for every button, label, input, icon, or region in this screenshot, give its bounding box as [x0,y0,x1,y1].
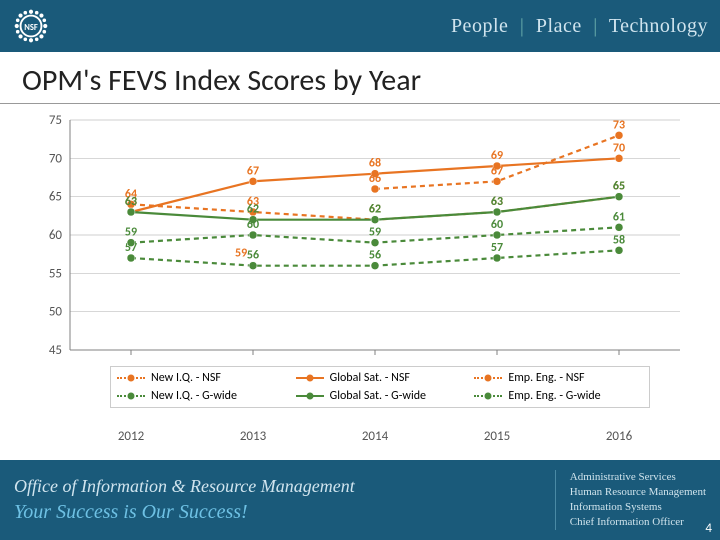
dept-is: Information Systems [570,500,706,515]
svg-text:55: 55 [49,266,62,281]
svg-text:70: 70 [613,141,625,155]
svg-text:73: 73 [613,118,625,132]
chart-legend: New I.Q. - NSF Global Sat. - NSF Emp. Eng.… [110,366,650,408]
svg-text:59: 59 [125,226,137,240]
dept-hrm: Human Resource Management [570,485,706,500]
tagline-technology: Technology [609,15,708,37]
dept-cio: Chief Information Officer [570,515,706,530]
svg-text:59: 59 [235,247,247,261]
svg-text:63: 63 [125,195,137,209]
nsf-logo-icon: NSF [12,7,50,45]
tagline-sep: | [520,15,525,37]
legend-item: Emp. Eng. - NSF [474,371,643,385]
svg-text:62: 62 [247,203,259,217]
svg-text:57: 57 [491,241,503,255]
svg-text:56: 56 [247,249,259,263]
svg-text:67: 67 [491,164,503,178]
bottom-banner: Office of Information & Resource Managem… [0,460,720,540]
legend-label: New I.Q. - NSF [151,371,221,385]
svg-text:68: 68 [369,157,381,171]
legend-item: New I.Q. - G-wide [117,389,286,403]
svg-text:2015: 2015 [484,429,510,444]
legend-label: New I.Q. - G-wide [151,389,237,403]
slide-title: OPM's FEVS Index Scores by Year [0,52,720,104]
svg-text:2013: 2013 [240,429,267,444]
svg-text:60: 60 [49,228,63,243]
page-number: 4 [705,521,712,536]
tagline-people: People [451,15,508,37]
svg-text:67: 67 [247,164,259,178]
svg-text:61: 61 [613,210,625,224]
dept-admin: Administrative Services [570,470,706,485]
svg-text:70: 70 [49,151,63,166]
svg-text:58: 58 [613,233,625,247]
svg-text:2012: 2012 [118,429,145,444]
svg-text:66: 66 [369,172,381,186]
legend-item: Global Sat. - NSF [296,371,465,385]
svg-text:NSF: NSF [24,23,38,33]
svg-text:56: 56 [369,249,381,263]
top-banner: NSF People | Place | Technology [0,0,720,52]
legend-item: Global Sat. - G-wide [296,389,465,403]
svg-text:63: 63 [491,195,503,209]
tagline-place: Place [536,15,582,37]
svg-text:65: 65 [613,180,625,194]
legend-item: New I.Q. - NSF [117,371,286,385]
office-title: Office of Information & Resource Managem… [14,476,555,497]
bottom-left: Office of Information & Resource Managem… [14,476,555,524]
svg-text:60: 60 [247,218,259,232]
svg-text:75: 75 [49,113,62,128]
legend-label: Global Sat. - G-wide [330,389,426,403]
svg-text:60: 60 [491,218,503,232]
svg-text:65: 65 [49,190,62,205]
success-tagline: Your Success is Our Success! [14,501,555,524]
svg-text:69: 69 [491,149,503,163]
fevs-chart: 4550556065707520122013201420152016646362… [20,110,700,450]
svg-text:45: 45 [49,343,62,358]
svg-text:59: 59 [369,226,381,240]
svg-text:2016: 2016 [606,429,633,444]
legend-label: Emp. Eng. - NSF [508,371,584,385]
svg-text:50: 50 [49,305,63,320]
svg-text:2014: 2014 [362,429,389,444]
legend-item: Emp. Eng. - G-wide [474,389,643,403]
legend-label: Emp. Eng. - G-wide [508,389,600,403]
svg-text:62: 62 [369,203,381,217]
bottom-right-list: Administrative Services Human Resource M… [555,470,706,529]
tagline-sep: | [593,15,598,37]
legend-label: Global Sat. - NSF [330,371,410,385]
top-tagline: People | Place | Technology [451,15,708,38]
